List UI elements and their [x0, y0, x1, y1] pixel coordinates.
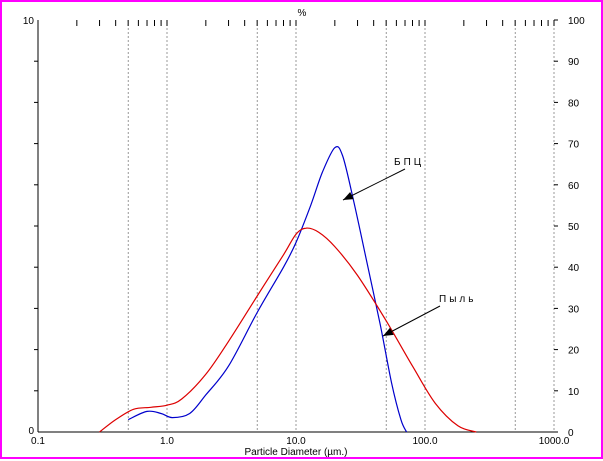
annotation-arrow-head [383, 327, 394, 336]
right-tick-label: 80 [568, 98, 580, 109]
right-tick-label: 30 [568, 304, 580, 315]
series-layer [99, 146, 477, 433]
x-tick-label: 1000.0 [539, 436, 570, 447]
left-tick-label: 10 [23, 16, 35, 27]
annotation-label-dust: Пыль [439, 294, 476, 305]
annotation-arrow-line [342, 168, 406, 201]
annotations: БПЦ Пыль [342, 157, 476, 337]
right-tick-label: 20 [568, 346, 580, 357]
x-tick-label: 1.0 [160, 436, 174, 447]
right-tick-label: 50 [568, 222, 580, 233]
right-tick-label: 100 [568, 16, 585, 27]
right-tick-label: 40 [568, 263, 580, 274]
right-tick-label: 0 [568, 428, 574, 439]
grid-lines [127, 20, 555, 432]
x-axis-label: Particle Diameter (µm.) [245, 447, 348, 458]
x-tick-label: 10.0 [286, 436, 306, 447]
right-tick-label: 10 [568, 387, 580, 398]
series-line-dust [99, 227, 477, 433]
annotation-arrow-head [343, 191, 354, 200]
right-tick-label: 70 [568, 140, 580, 151]
annotation-arrow-line [382, 305, 441, 337]
series-line-bpc [127, 146, 408, 433]
x-tick-label: 0.1 [31, 436, 45, 447]
right-tick-label: 90 [568, 57, 580, 68]
x-tick-label: 100.0 [412, 436, 437, 447]
right-tick-label: 60 [568, 181, 580, 192]
annotation-label-bpc: БПЦ [394, 157, 424, 168]
left-tick-label: 0 [28, 426, 34, 437]
chart-title: % [298, 8, 307, 19]
